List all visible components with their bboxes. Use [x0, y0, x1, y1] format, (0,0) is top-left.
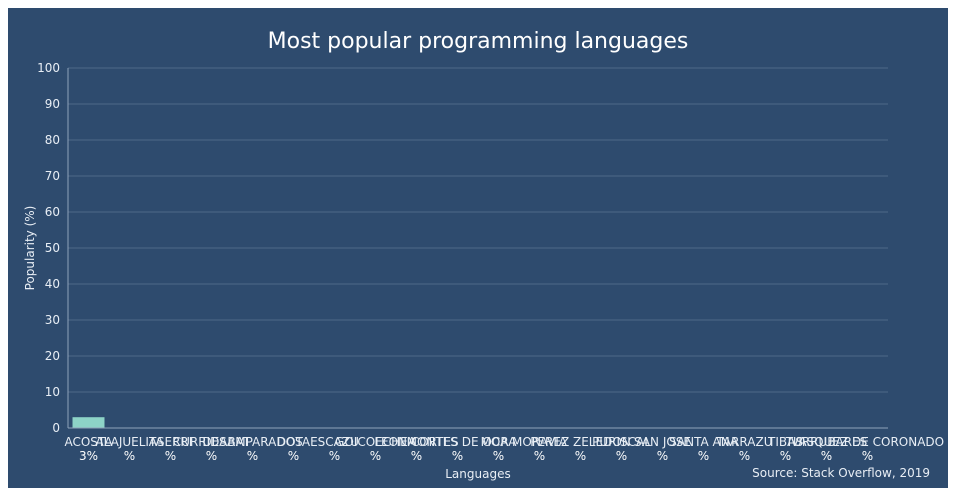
data-label: % [206, 449, 217, 463]
data-label: % [780, 449, 791, 463]
x-tick-label: LEON CORTES [374, 435, 458, 449]
data-label: % [698, 449, 709, 463]
x-tick-label: CURRIDABAT [173, 435, 251, 449]
x-tick-label: TIBAS [767, 435, 803, 449]
y-tick-label: 20 [45, 349, 60, 363]
y-tick-labels: 0 10 20 30 40 50 60 70 80 90 100 [37, 61, 60, 435]
data-label: % [124, 449, 135, 463]
x-tick-label: ALAJUELITA [95, 435, 164, 449]
data-label: % [452, 449, 463, 463]
bars[interactable] [72, 417, 105, 428]
data-label: % [739, 449, 750, 463]
y-tick-label: 70 [45, 169, 60, 183]
data-label: % [657, 449, 668, 463]
x-tick-label: MORA [481, 435, 518, 449]
data-label: % [821, 449, 832, 463]
data-label: % [575, 449, 586, 463]
x-axis-title: Languages [445, 467, 510, 481]
data-label: % [370, 449, 381, 463]
x-tick-labels: ACOSTAALAJUELITAASERRICURRIDABATDESAMPAR… [64, 435, 944, 449]
gridlines [68, 67, 888, 393]
y-tick-label: 40 [45, 277, 60, 291]
y-tick-label: 0 [52, 421, 60, 435]
y-tick-label: 60 [45, 205, 60, 219]
x-tick-label: DESAMPARADOS [202, 435, 302, 449]
y-tick-label: 50 [45, 241, 60, 255]
data-label: % [534, 449, 545, 463]
chart-frame: 0 10 20 30 40 50 60 70 80 90 100 ACOSTA ALAJUELITA A… [8, 8, 948, 488]
x-tick-label: MONTES DE OCA [407, 435, 510, 449]
data-label: % [247, 449, 258, 463]
data-label: % [165, 449, 176, 463]
data-label: % [493, 449, 504, 463]
x-tick-label: ESCAZU [310, 435, 359, 449]
source-note: Source: Stack Overflow, 2019 [752, 466, 930, 480]
x-tick-label: ASERRI [149, 435, 193, 449]
data-label: % [616, 449, 627, 463]
data-label: % [329, 449, 340, 463]
x-tick-label: PURISCAL [592, 435, 651, 449]
data-label: 3% [79, 449, 98, 463]
x-tick-label: SANTA ANA [669, 435, 739, 449]
x-tick-label: ACOSTA [64, 435, 113, 449]
x-tick-label: MORAVIA [512, 435, 568, 449]
x-tick-label: SAN JOSE [634, 435, 691, 449]
data-label: % [411, 449, 422, 463]
x-tick-label: TURRUBARES [785, 435, 868, 449]
y-tick-label: 80 [45, 133, 60, 147]
x-tick-label: PEREZ ZELEDON [530, 435, 631, 449]
y-tick-label: 90 [45, 97, 60, 111]
y-axis-title: Popularity (%) [23, 206, 37, 291]
y-tick-label: 100 [37, 61, 60, 75]
x-tick-label: VASQUEZ DE CORONADO [791, 435, 944, 449]
bar-chart: 0 10 20 30 40 50 60 70 80 90 100 ACOSTAALAJUELITAA… [23, 29, 944, 481]
x-tick-label: GOICOECHEA [335, 435, 417, 449]
y-tick-label: 30 [45, 313, 60, 327]
chart-title: Most popular programming languages [268, 29, 689, 54]
data-labels: 3%%%%%%%%%%%%%%%%%%%% [79, 449, 873, 463]
x-tick-label: TARRAZU [715, 435, 772, 449]
y-tick-label: 10 [45, 385, 60, 399]
bar[interactable] [72, 417, 105, 428]
data-label: % [862, 449, 873, 463]
data-label: % [288, 449, 299, 463]
x-tick-label: DOTA [277, 435, 311, 449]
